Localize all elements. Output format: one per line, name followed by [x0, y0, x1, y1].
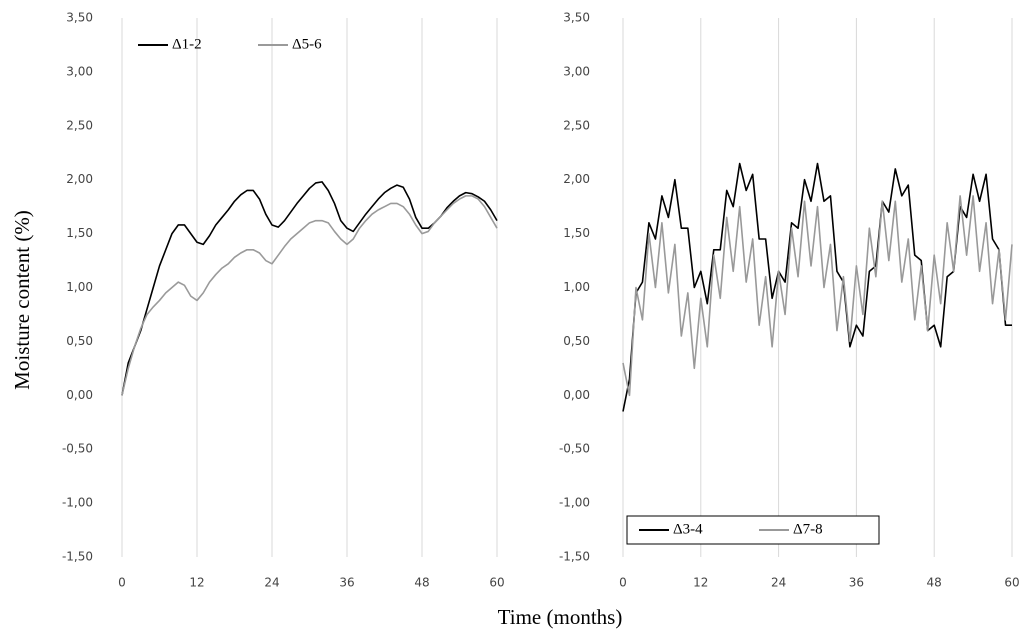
y-tick-label: 2,50 [66, 118, 93, 132]
x-tick-label: 12 [693, 576, 708, 590]
x-tick-label: 0 [619, 576, 627, 590]
legend-label: Δ1-2 [172, 36, 202, 52]
y-tick-label: -1,50 [62, 550, 93, 564]
y-tick-label: 0,50 [66, 334, 93, 348]
series-line [121, 181, 498, 396]
y-tick-label: 2,00 [66, 172, 93, 186]
legend-label: Δ5-6 [292, 36, 322, 52]
x-tick-label: 0 [118, 576, 126, 590]
y-tick-label: 2,50 [563, 118, 590, 132]
y-tick-label: 1,00 [66, 280, 93, 294]
x-axis-label: Time (months) [498, 605, 623, 629]
y-tick-label: 1,50 [563, 226, 590, 240]
y-tick-label: 1,00 [563, 280, 590, 294]
series-line [622, 162, 1012, 412]
y-tick-label: 2,00 [563, 172, 590, 186]
x-tick-label: 36 [339, 576, 354, 590]
y-tick-label: 3,50 [66, 11, 93, 25]
x-tick-label: 12 [189, 576, 204, 590]
x-tick-label: 60 [489, 576, 504, 590]
y-tick-label: -1,50 [559, 550, 590, 564]
series-line [622, 195, 1013, 397]
x-tick-label: 48 [414, 576, 429, 590]
y-axis-label: Moisture content (%) [10, 210, 34, 390]
y-tick-label: -1,00 [62, 496, 93, 510]
y-tick-label: 0,50 [563, 334, 590, 348]
y-tick-label: 3,00 [563, 64, 590, 78]
y-tick-label: 0,00 [66, 388, 93, 402]
series-line [121, 195, 498, 396]
x-tick-label: 24 [771, 576, 786, 590]
legend-label: Δ3-4 [673, 521, 703, 537]
y-tick-label: 3,50 [563, 11, 590, 25]
y-tick-label: 1,50 [66, 226, 93, 240]
legend-label: Δ7-8 [793, 521, 823, 537]
y-tick-label: 0,00 [563, 388, 590, 402]
x-tick-label: 48 [927, 576, 942, 590]
x-tick-label: 60 [1004, 576, 1019, 590]
y-tick-label: -1,00 [559, 496, 590, 510]
y-tick-label: 3,00 [66, 64, 93, 78]
x-tick-label: 36 [849, 576, 864, 590]
y-tick-label: -0,50 [62, 442, 93, 456]
y-tick-label: -0,50 [559, 442, 590, 456]
x-tick-label: 24 [264, 576, 279, 590]
